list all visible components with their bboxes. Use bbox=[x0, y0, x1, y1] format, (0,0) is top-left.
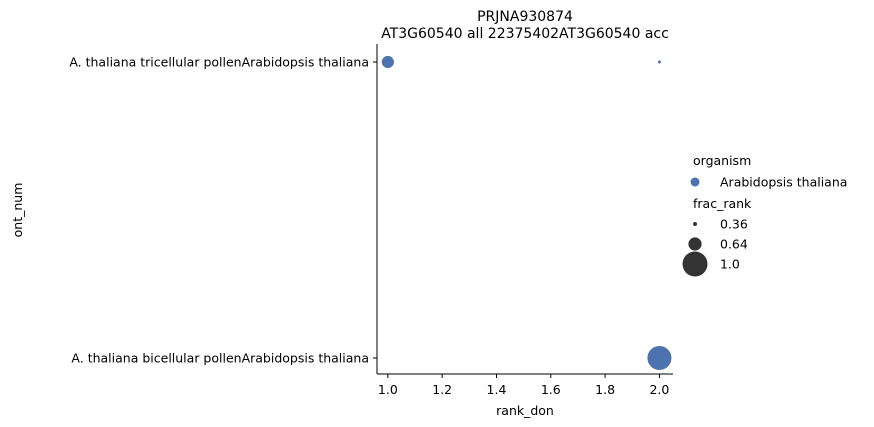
legend-hue-marker bbox=[690, 177, 700, 187]
legend-size-marker bbox=[682, 251, 708, 277]
data-point bbox=[646, 345, 673, 371]
data-point bbox=[656, 59, 662, 65]
x-tick-label: 1.0 bbox=[378, 382, 398, 397]
x-tick-label: 1.8 bbox=[595, 382, 615, 397]
legend-size-label: 0.36 bbox=[720, 217, 748, 232]
data-point bbox=[380, 54, 395, 70]
x-tick-label: 2.0 bbox=[649, 382, 669, 397]
y-tick-label: A. thaliana tricellular pollenArabidopsi… bbox=[69, 55, 369, 70]
legend-size-label: 1.0 bbox=[720, 257, 740, 272]
y-tick-label: A. thaliana bicellular pollenArabidopsis… bbox=[71, 351, 369, 366]
x-tick-label: 1.2 bbox=[432, 382, 452, 397]
x-axis-label: rank_don bbox=[496, 403, 554, 418]
chart-title-line2: AT3G60540 all 22375402AT3G60540 acc bbox=[381, 26, 669, 42]
legend-size-marker bbox=[693, 222, 697, 226]
y-axis-label: ont_num bbox=[10, 183, 25, 238]
x-tick-label: 1.4 bbox=[487, 382, 507, 397]
legend-size-title: frac_rank bbox=[693, 196, 752, 211]
legend-size-label: 0.64 bbox=[720, 237, 748, 252]
legend-hue-label: Arabidopsis thaliana bbox=[720, 175, 847, 190]
legend-size-marker bbox=[688, 237, 702, 251]
legend-hue-title: organism bbox=[693, 153, 751, 168]
x-tick-label: 1.6 bbox=[541, 382, 561, 397]
chart-title-line1: PRJNA930874 bbox=[477, 9, 573, 25]
